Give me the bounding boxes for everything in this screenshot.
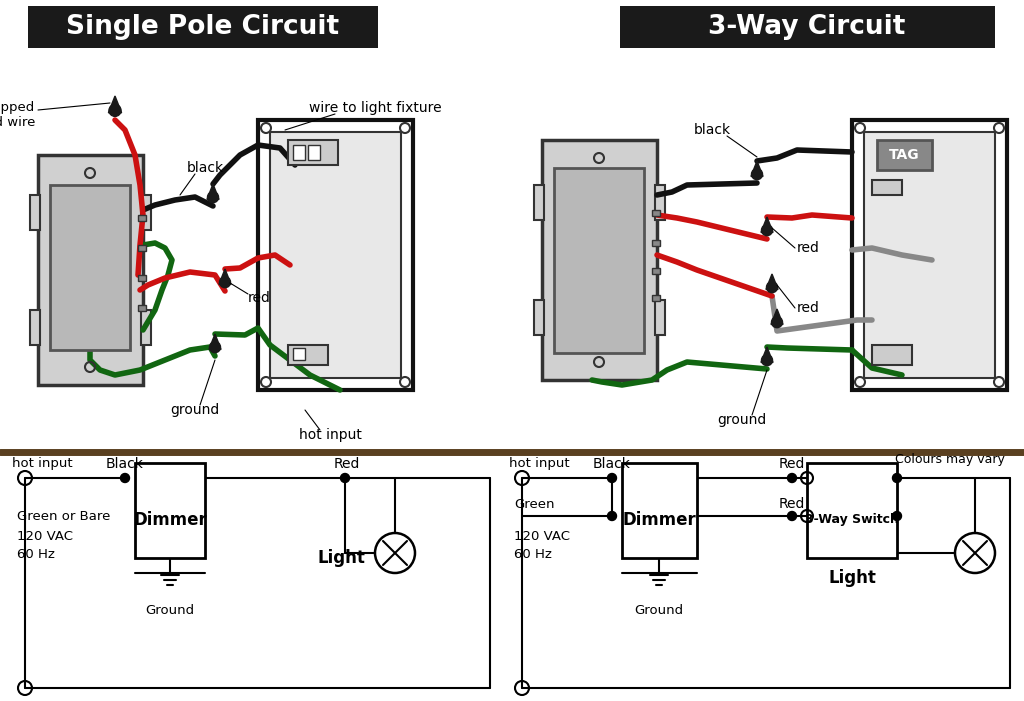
Circle shape <box>607 473 616 482</box>
Circle shape <box>208 191 218 203</box>
Circle shape <box>607 512 616 521</box>
Text: Colours may vary: Colours may vary <box>895 454 1005 466</box>
Polygon shape <box>207 184 219 199</box>
Bar <box>138 275 146 281</box>
Text: Ground: Ground <box>635 604 684 618</box>
Bar <box>554 168 644 353</box>
Text: Black: Black <box>106 457 144 471</box>
Text: Red: Red <box>779 497 805 511</box>
Circle shape <box>762 225 772 236</box>
Bar <box>50 185 130 350</box>
Text: 60 Hz: 60 Hz <box>17 547 55 561</box>
Text: 120 VAC: 120 VAC <box>514 529 570 543</box>
Polygon shape <box>109 96 122 113</box>
Text: TAG: TAG <box>889 148 920 162</box>
Text: Red: Red <box>779 457 805 471</box>
Bar <box>141 310 151 345</box>
Bar <box>135 463 205 558</box>
Bar <box>270 132 401 378</box>
Bar <box>30 195 40 230</box>
Bar <box>308 145 319 160</box>
Polygon shape <box>766 274 778 290</box>
Circle shape <box>787 473 797 482</box>
Bar <box>872 180 902 195</box>
Circle shape <box>893 473 901 482</box>
Polygon shape <box>761 347 773 362</box>
Text: red: red <box>248 291 271 305</box>
Bar <box>652 268 660 274</box>
Bar <box>872 345 912 365</box>
Bar <box>534 300 544 335</box>
Text: ground: ground <box>718 413 767 427</box>
Bar <box>655 185 665 220</box>
Bar <box>877 140 932 170</box>
Bar <box>141 195 151 230</box>
Polygon shape <box>209 334 221 349</box>
Text: black: black <box>186 161 223 175</box>
Circle shape <box>771 317 782 327</box>
Bar <box>852 120 1007 390</box>
Bar <box>652 295 660 301</box>
Circle shape <box>219 277 230 287</box>
Text: Black: Black <box>593 457 631 471</box>
Bar <box>288 140 338 165</box>
Text: Green or Bare: Green or Bare <box>17 510 111 522</box>
Circle shape <box>762 355 772 366</box>
Bar <box>622 463 697 558</box>
Text: Single Pole Circuit: Single Pole Circuit <box>67 14 340 40</box>
Text: Light: Light <box>828 569 876 587</box>
Circle shape <box>121 473 129 482</box>
Circle shape <box>752 169 763 179</box>
Bar <box>38 155 143 385</box>
Text: 3-Way Switch: 3-Way Switch <box>805 514 899 526</box>
Bar <box>542 140 657 380</box>
Bar <box>655 300 665 335</box>
Bar <box>620 6 995 48</box>
Text: 120 VAC: 120 VAC <box>17 529 73 543</box>
Bar <box>652 210 660 216</box>
Bar <box>28 6 378 48</box>
Bar <box>864 132 995 378</box>
Polygon shape <box>771 309 783 325</box>
Bar <box>30 310 40 345</box>
Bar <box>138 305 146 311</box>
Text: 3-Way Circuit: 3-Way Circuit <box>709 14 905 40</box>
Text: Dimmer: Dimmer <box>133 511 207 529</box>
Bar <box>138 245 146 251</box>
Text: black: black <box>693 123 730 137</box>
Polygon shape <box>219 269 231 285</box>
Text: Dimmer: Dimmer <box>623 511 696 529</box>
Text: Ground: Ground <box>145 604 195 618</box>
Text: Light: Light <box>317 549 365 567</box>
Text: hot input: hot input <box>12 458 73 470</box>
Circle shape <box>767 282 777 293</box>
Text: ground: ground <box>170 403 219 417</box>
Text: red: red <box>797 301 820 315</box>
Circle shape <box>210 341 220 353</box>
Text: Red: Red <box>334 457 360 471</box>
Text: hot input: hot input <box>509 458 569 470</box>
Polygon shape <box>751 161 763 177</box>
Text: red: red <box>797 241 820 255</box>
Circle shape <box>109 104 121 116</box>
Text: hot input: hot input <box>299 428 361 442</box>
Circle shape <box>787 512 797 521</box>
Bar <box>293 348 305 360</box>
Bar <box>288 345 328 365</box>
Text: wire to light fixture: wire to light fixture <box>308 101 441 115</box>
Circle shape <box>341 473 349 482</box>
Bar <box>293 145 305 160</box>
Text: Green: Green <box>514 498 555 510</box>
Bar <box>652 240 660 246</box>
Bar <box>807 463 897 558</box>
Polygon shape <box>761 217 773 233</box>
Bar <box>534 185 544 220</box>
Text: capped
red wire: capped red wire <box>0 101 35 129</box>
Bar <box>138 215 146 221</box>
Bar <box>258 120 413 390</box>
Circle shape <box>893 512 901 521</box>
Text: 60 Hz: 60 Hz <box>514 547 552 561</box>
